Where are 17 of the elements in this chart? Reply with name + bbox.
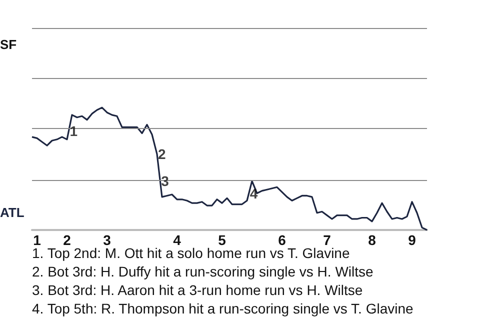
text: 2. Bot 3rd: H. Duffy hit a run-scoring single vs H. Wiltse bbox=[32, 264, 374, 280]
x-tick-label: 3 bbox=[103, 232, 112, 248]
text: SF bbox=[0, 37, 17, 52]
text: 1. Top 2nd: M. Ott hit a solo home run vs T. Glavine bbox=[32, 245, 350, 261]
annotation: 4 bbox=[250, 185, 258, 202]
x-tick-label: 9 bbox=[408, 232, 416, 248]
text: 3. Bot 3rd: H. Aaron hit a 3-run home run vs H. Wiltse bbox=[32, 282, 363, 298]
text: ATL bbox=[0, 205, 24, 220]
x-tick-label: 8 bbox=[368, 232, 376, 248]
x-tick-label: 1 bbox=[33, 232, 42, 248]
x-tick-label: 4 bbox=[173, 232, 182, 248]
text: 4. Top 5th: R. Thompson hit a run-scoring single vs T. Glavine bbox=[32, 300, 414, 316]
x-tick-label: 6 bbox=[278, 232, 286, 248]
x-tick-label: 5 bbox=[218, 232, 226, 248]
x-tick-label: 2 bbox=[63, 232, 72, 248]
annotation: 2 bbox=[158, 146, 166, 162]
x-tick-label: 7 bbox=[323, 232, 332, 248]
